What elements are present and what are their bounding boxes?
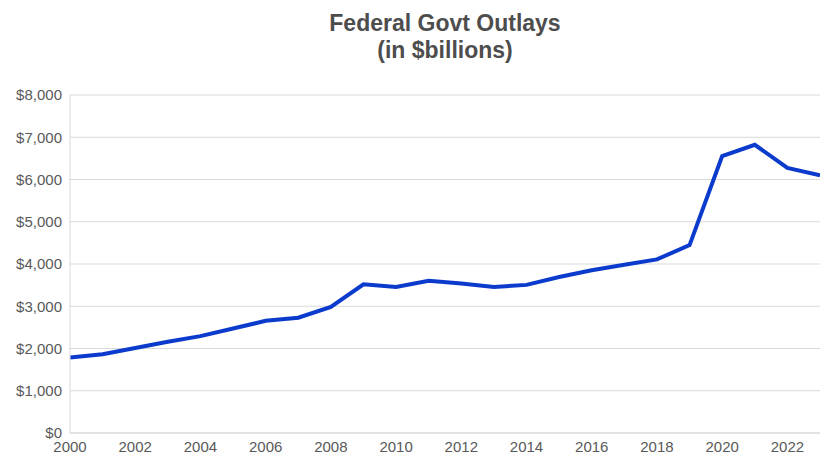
svg-text:$4,000: $4,000	[16, 255, 62, 272]
svg-text:$3,000: $3,000	[16, 298, 62, 315]
svg-text:$2,000: $2,000	[16, 340, 62, 357]
svg-text:$7,000: $7,000	[16, 129, 62, 146]
svg-text:2002: 2002	[119, 438, 152, 455]
svg-text:2022: 2022	[771, 438, 804, 455]
svg-text:$1,000: $1,000	[16, 382, 62, 399]
svg-text:2010: 2010	[379, 438, 412, 455]
svg-text:$8,000: $8,000	[16, 86, 62, 103]
svg-text:$0: $0	[45, 424, 62, 441]
svg-text:2012: 2012	[445, 438, 478, 455]
html-text:(in $billions): (in $billions)	[377, 37, 513, 63]
svg-text:2008: 2008	[314, 438, 347, 455]
svg-text:$5,000: $5,000	[16, 213, 62, 230]
html-text:Federal Govt Outlays: Federal Govt Outlays	[329, 10, 561, 36]
svg-text:2016: 2016	[575, 438, 608, 455]
svg-text:2020: 2020	[705, 438, 738, 455]
svg-text:2000: 2000	[53, 437, 87, 455]
svg-text:2018: 2018	[640, 438, 673, 455]
svg-text:$6,000: $6,000	[16, 171, 62, 188]
svg-text:2014: 2014	[510, 438, 543, 455]
svg-text:2006: 2006	[249, 438, 282, 455]
svg-text:2004: 2004	[184, 438, 217, 455]
